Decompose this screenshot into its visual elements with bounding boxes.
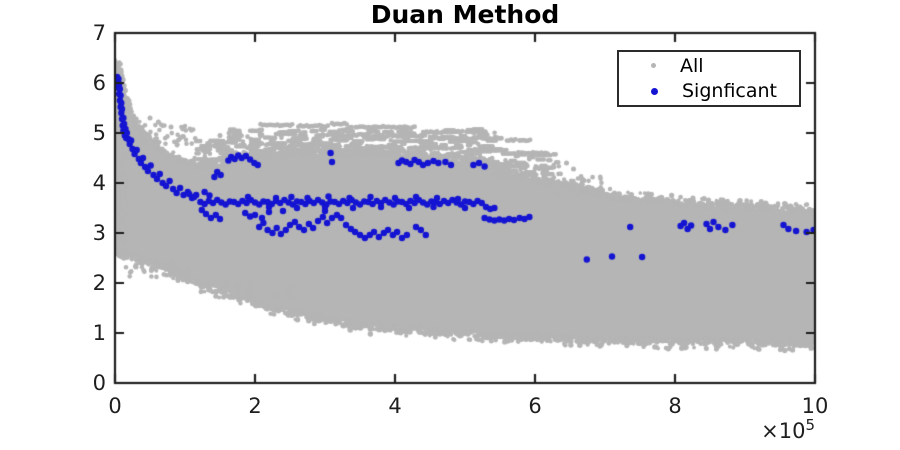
legend-label-significant: Signficant <box>682 80 777 103</box>
y-axis-tick-label: 6 <box>92 71 106 95</box>
legend-label-all: All <box>680 54 704 77</box>
y-axis-tick-label: 0 <box>92 371 106 395</box>
legend-item-all: All <box>619 54 799 78</box>
significant-series-marker-icon <box>651 87 658 95</box>
x-axis-multiplier-base: ×10 <box>761 419 806 443</box>
y-axis-tick-label: 2 <box>92 271 106 295</box>
x-axis-tick-label: 0 <box>108 394 122 418</box>
x-axis-tick-label: 4 <box>388 394 402 418</box>
all-series-marker-icon <box>651 63 656 69</box>
y-axis-tick-label: 1 <box>92 321 106 345</box>
x-axis-multiplier-exponent: 5 <box>805 416 815 434</box>
y-axis-tick-label: 4 <box>92 171 106 195</box>
x-axis-multiplier: ×105 <box>695 416 815 443</box>
y-axis-tick-label: 5 <box>92 121 106 145</box>
y-axis-tick-label: 7 <box>92 21 106 45</box>
x-axis-tick-label: 8 <box>668 394 682 418</box>
x-axis-tick-label: 10 <box>801 394 829 418</box>
legend-item-significant: Signficant <box>619 79 799 103</box>
legend: All Signficant <box>617 50 801 107</box>
chart-title: Duan Method <box>370 0 560 29</box>
y-axis-tick-label: 3 <box>92 221 106 245</box>
x-axis-tick-label: 2 <box>248 394 262 418</box>
x-axis-tick-label: 6 <box>528 394 542 418</box>
